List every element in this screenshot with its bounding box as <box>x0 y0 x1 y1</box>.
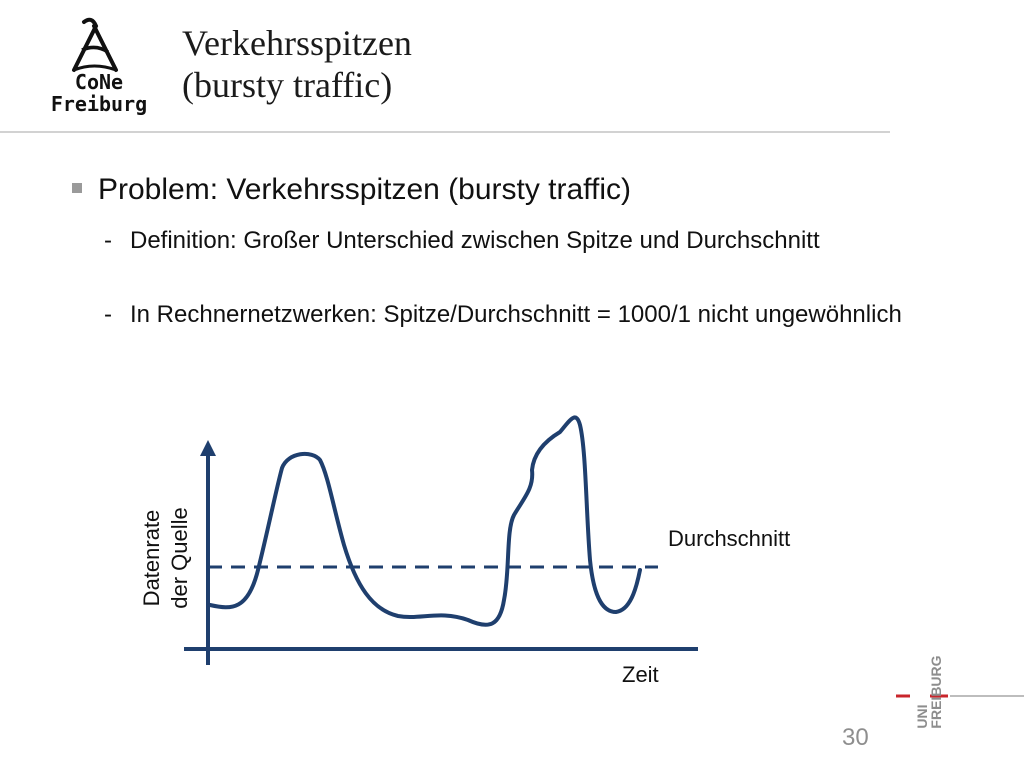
dash-bullet: - <box>104 227 112 254</box>
title-line-2: (bursty traffic) <box>182 65 393 105</box>
logo-text-cone: CoNe <box>74 70 124 94</box>
title-line-1: Verkehrsspitzen <box>182 23 412 63</box>
page-number: 30 <box>842 724 869 751</box>
sub-item-text: Definition: Großer Unterschied zwischen … <box>130 227 820 254</box>
y-axis-label-line-1: Datenrate <box>139 509 164 607</box>
sub-item-definition: - Definition: Großer Unterschied zwische… <box>104 226 914 255</box>
y-axis-label-line-2: der Quelle <box>167 507 192 609</box>
uni-freiburg-wordmark: UNI FREIBURG <box>914 650 944 734</box>
slide-title: Verkehrsspitzen (bursty traffic) <box>182 22 412 106</box>
dash-bullet: - <box>104 301 112 328</box>
main-bullet-text: Problem: Verkehrsspitzen (bursty traffic… <box>98 173 631 206</box>
traffic-curve <box>208 415 642 627</box>
x-axis-label: Zeit <box>622 662 659 687</box>
title-divider <box>0 131 890 133</box>
logo-text-freiburg: Freiburg <box>50 92 148 116</box>
uni-wordmark-line-2: FREIBURG <box>928 655 944 729</box>
uni-wordmark-line-1: UNI <box>914 704 930 729</box>
sub-item-text: In Rechnernetzwerken: Spitze/Durchschnit… <box>130 301 902 328</box>
y-axis-label: Datenrate der Quelle <box>96 488 236 628</box>
y-axis-arrow-icon <box>200 440 216 456</box>
average-label: Durchschnitt <box>668 526 791 551</box>
sub-item-ratio: - In Rechnernetzwerken: Spitze/Durchschn… <box>104 300 914 329</box>
square-bullet-icon <box>72 183 82 193</box>
cone-freiburg-logo: CoNe Freiburg <box>44 14 154 124</box>
cone-logo-icon <box>72 17 118 72</box>
uni-freiburg-logo-icon <box>896 694 1024 698</box>
main-bullet: Problem: Verkehrsspitzen (bursty traffic… <box>72 172 912 208</box>
